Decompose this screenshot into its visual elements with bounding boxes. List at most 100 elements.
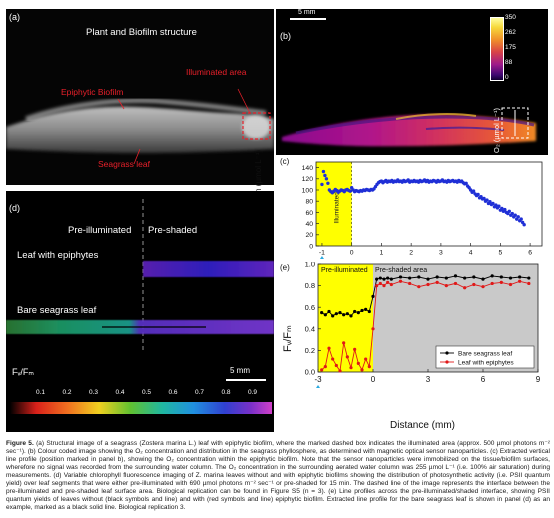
data-point [527, 276, 531, 280]
data-point [349, 366, 353, 370]
data-point [435, 275, 439, 279]
data-point [490, 274, 494, 278]
data-point [323, 173, 327, 178]
x-tick-label: -1 [319, 250, 325, 257]
data-point [463, 286, 467, 290]
data-point [342, 313, 346, 317]
data-point [323, 365, 327, 369]
data-point [435, 280, 439, 284]
data-point [364, 357, 368, 361]
data-point [444, 276, 448, 280]
data-point [398, 275, 403, 279]
fvfm-colorbar [10, 402, 272, 414]
data-point [389, 282, 393, 287]
legend-marker [445, 360, 449, 364]
data-point [320, 182, 324, 187]
data-point [338, 369, 342, 373]
fvfm-tick-label: 0.3 [89, 389, 99, 396]
data-point [324, 177, 329, 181]
fvfm-colorbar-ticks: 0.1 0.2 0.3 0.4 0.5 0.6 0.7 0.8 0.9 [6, 389, 274, 399]
panel-d-scalebar-label: 5 mm [230, 366, 250, 375]
data-point [417, 275, 421, 279]
plot-frame [315, 161, 543, 247]
data-point [494, 203, 498, 207]
y-tick-label: 0.8 [305, 281, 315, 290]
data-point [331, 357, 335, 361]
y-tick-label: 120 [302, 176, 314, 183]
panel-a-letter: (a) [9, 12, 20, 22]
panel-a-title: Plant and Biofilm structure [86, 27, 197, 38]
data-point [464, 181, 468, 185]
illuminated-label: Illuminated [333, 192, 340, 224]
x-tick-label: 3 [426, 375, 431, 384]
y-tick-label: 0.2 [305, 346, 315, 355]
legend-marker [445, 351, 449, 355]
illuminated-region [316, 162, 352, 246]
data-point [463, 276, 467, 280]
data-point [327, 346, 331, 350]
y-tick-label: 20 [305, 232, 313, 239]
leaf-with-epiphytes-label: Leaf with epiphytes [17, 250, 99, 261]
fvfm-profile-chart: Pre-illuminated Pre-shaded area 1.0 0.8 0.6 0… [305, 262, 541, 388]
position-arrow [316, 385, 320, 388]
data-point [510, 211, 514, 216]
fvfm-tick-label: 0.7 [195, 389, 205, 396]
data-point [508, 282, 513, 287]
colorbar-tick: 350 [505, 14, 516, 21]
data-point [499, 280, 503, 284]
data-point [364, 307, 368, 311]
data-point [398, 279, 403, 283]
panel-b-letter: (b) [280, 31, 291, 41]
data-point [367, 365, 371, 369]
fvfm-tick-label: 0.4 [115, 389, 125, 396]
x-tick-label: 0 [371, 375, 376, 384]
y-tick-label: 0.0 [305, 368, 315, 377]
fvfm-tick-label: 0.8 [221, 389, 231, 396]
o2-colorbar [490, 17, 504, 81]
pre-shaded-area-label: Pre-shaded area [375, 267, 427, 274]
fvfm-tick-label: 0.6 [168, 389, 178, 396]
colorbar-title: O₂ (µmol L⁻¹) [492, 108, 501, 153]
illuminated-area-box [242, 112, 271, 140]
panel-c-letter: (c) [280, 157, 290, 166]
data-point [327, 309, 331, 314]
data-point [522, 223, 526, 227]
data-point [518, 279, 522, 283]
x-tick-label: 4 [469, 250, 473, 257]
pre-illuminated-region [318, 264, 373, 372]
data-point [444, 284, 448, 288]
data-point [453, 274, 458, 278]
panel-e-ylabel: Fᵥ/Fₘ [282, 325, 294, 352]
figure-caption: Figure 5. (a) Structural image of a seag… [6, 440, 550, 512]
x-tick-label: 9 [536, 375, 541, 384]
data-point [360, 368, 364, 372]
data-point [338, 311, 342, 315]
data-point [472, 275, 476, 279]
data-point [320, 368, 324, 372]
data-point [476, 192, 480, 197]
data-point [321, 169, 326, 174]
data-point [518, 275, 522, 279]
oxygen-distribution-image [282, 18, 536, 147]
y-tick-label: 60 [305, 210, 313, 217]
colorbar-tick: 88 [505, 59, 513, 66]
y-tick-label: 0 [309, 243, 313, 250]
data-point [360, 308, 364, 313]
caption-text: (a) Structural image of a seagrass (Zost… [6, 440, 550, 512]
data-point [490, 281, 494, 286]
y-tick-label: 40 [305, 221, 313, 228]
colorbar-tick: 0 [505, 74, 509, 81]
panel-b-image: (b) 5 mm 350 262 175 88 0 O₂ (µmol L⁻¹) [276, 9, 548, 155]
x-tick-label: 2 [409, 250, 413, 257]
data-point [519, 217, 523, 221]
y-tick-label: 1.0 [305, 262, 315, 269]
data-point [386, 280, 390, 284]
position-arrow [319, 256, 324, 259]
x-tick-label: 6 [481, 375, 486, 384]
y-tick-label: 0.6 [305, 303, 315, 312]
data-point [516, 215, 520, 219]
data-point [371, 327, 375, 331]
data-point [417, 285, 421, 289]
data-point [453, 281, 458, 286]
data-point [386, 276, 390, 280]
